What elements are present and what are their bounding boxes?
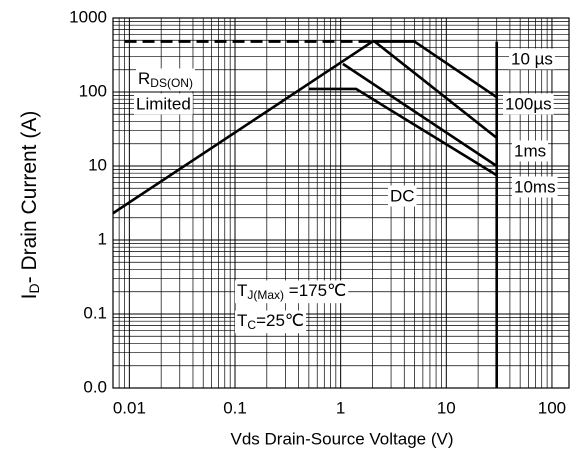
x-tick-label: 1 [336,398,345,417]
annotation-main: T [237,281,247,300]
label-background [136,68,195,92]
annotation: Limited [136,94,191,113]
annotation-rest: =25℃ [256,311,304,330]
line [372,40,498,99]
y-label-main: I [18,293,41,299]
y-tick-label: 10 [88,155,107,174]
x-tick-label: 100 [538,398,566,417]
y-tick-label: 100 [79,81,107,100]
y-axis-label: ID- Drain Current (A) [18,111,42,300]
y-label-sub: D [26,283,42,293]
line [112,40,374,215]
line [342,62,498,168]
y-tick-label: 1 [98,229,107,248]
label-background [512,176,558,198]
annotation-main: T [237,311,247,330]
label-background [134,93,193,115]
line [308,87,498,177]
label-background [235,310,306,334]
y-tick-label: 1000 [69,7,107,26]
x-axis-label: Vds Drain-Source Voltage (V) [231,429,454,448]
annotation: TJ(Max) =175℃ [237,281,346,302]
line [373,40,498,139]
label-background [512,140,549,162]
label-background [503,93,554,115]
annotation: DC [390,186,415,205]
series-label: 1ms [514,141,546,160]
y-tick-label: 0.0 [83,377,107,396]
annotation-sub: J(Max) [247,288,284,302]
annotation-sub: DS(ON) [150,76,193,90]
label-background [509,48,555,70]
y-label-rest: - Drain Current (A) [18,111,41,284]
plot-frame [112,17,570,389]
series-label: 10ms [514,177,556,196]
annotation-main: R [138,69,150,88]
annotation-sub: C [247,318,256,332]
annotation-rest: =175℃ [284,281,346,300]
x-tick-label: 10 [437,398,456,417]
x-tick-label: 0.01 [113,398,146,417]
y-tick-label: 0.1 [83,303,107,322]
series-label: 10 µs [511,49,553,68]
label-background [235,280,349,304]
x-tick-label: 0.1 [223,398,247,417]
annotation: TC=25℃ [237,311,304,332]
annotation: RDS(ON) [138,69,193,90]
series-label: 100µs [505,94,552,113]
label-background [388,185,417,207]
